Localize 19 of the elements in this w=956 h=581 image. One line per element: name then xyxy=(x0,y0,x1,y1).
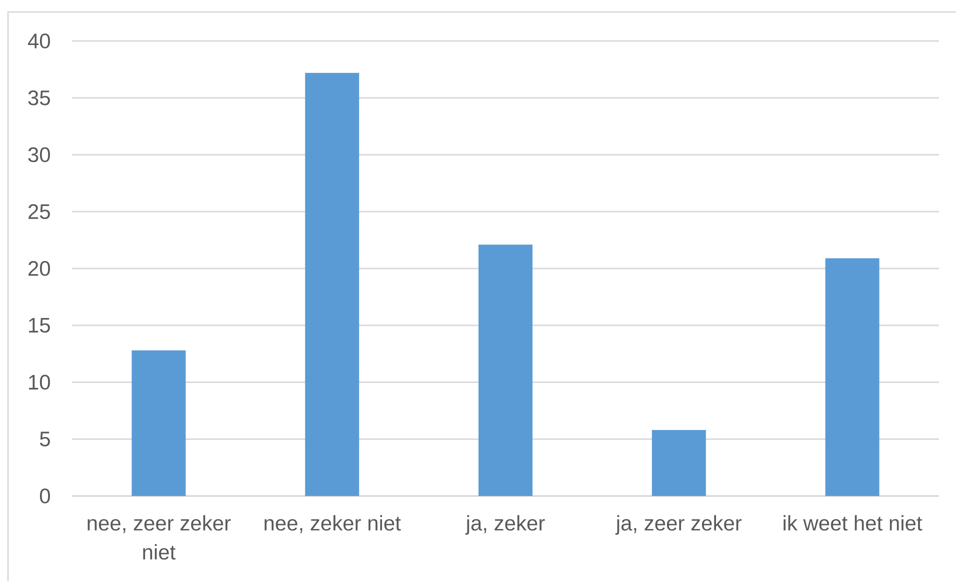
bar xyxy=(825,258,880,496)
x-tick-label: nee, zeker niet xyxy=(264,515,401,534)
y-tick-label: 10 xyxy=(29,374,50,390)
bar xyxy=(652,430,706,496)
y-tick-label: 40 xyxy=(28,34,50,48)
y-tick-label: 35 xyxy=(28,90,50,106)
y-tick-label: 15 xyxy=(29,318,50,333)
x-tick-label: ja, zeker xyxy=(465,515,545,535)
bar xyxy=(478,244,533,496)
y-tick-label: 0 xyxy=(40,488,50,504)
bar xyxy=(305,72,360,496)
y-tick-label: 25 xyxy=(28,204,50,220)
bar xyxy=(132,350,186,496)
x-tick-label: ik weet het niet xyxy=(784,515,922,531)
y-tick-label: 20 xyxy=(28,261,50,276)
y-tick-label: 30 xyxy=(28,147,50,162)
y-tick-label: 5 xyxy=(40,432,50,446)
x-tick-label: ja, zeer zeker xyxy=(615,515,742,535)
x-tick-label: nee, zeer zeker niet xyxy=(88,515,231,560)
